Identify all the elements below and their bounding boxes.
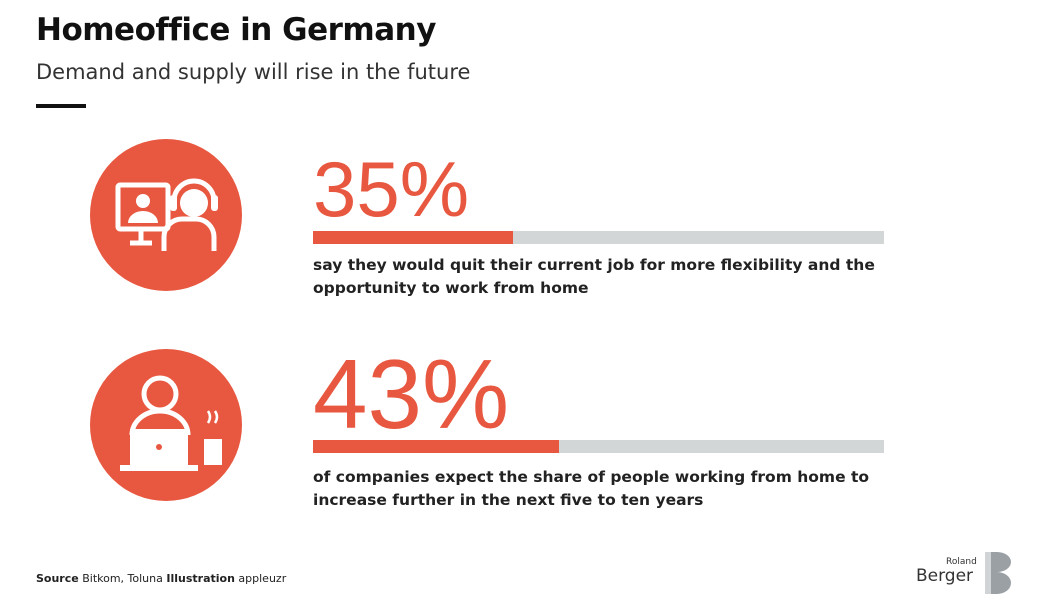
- bar: [313, 231, 513, 244]
- description: say they would quit their current job fo…: [313, 256, 875, 297]
- value-label: 35%: [313, 145, 470, 233]
- icon-laptop: [90, 349, 242, 501]
- subtitle: Demand and supply will rise in the futur…: [36, 60, 471, 84]
- logo-line1: Roland: [946, 557, 977, 567]
- illustration-label: Illustration: [166, 572, 235, 585]
- bar: [313, 440, 559, 453]
- icon-video-call: [90, 139, 242, 291]
- logo-line2: Berger: [916, 566, 974, 586]
- source: Source Bitkom, Toluna Illustration apple…: [36, 572, 286, 585]
- bar-track: [313, 440, 884, 453]
- bar-track: [313, 231, 884, 244]
- value-label: 43%: [313, 339, 510, 449]
- illustration-text: appleuzr: [238, 572, 287, 585]
- logo-mark: [985, 552, 1011, 594]
- rule: [36, 104, 86, 108]
- source-text: Bitkom, Toluna: [82, 572, 163, 585]
- description: of companies expect the share of people …: [313, 468, 870, 509]
- source-label: Source: [36, 572, 79, 585]
- title: Homeoffice in Germany: [36, 12, 436, 48]
